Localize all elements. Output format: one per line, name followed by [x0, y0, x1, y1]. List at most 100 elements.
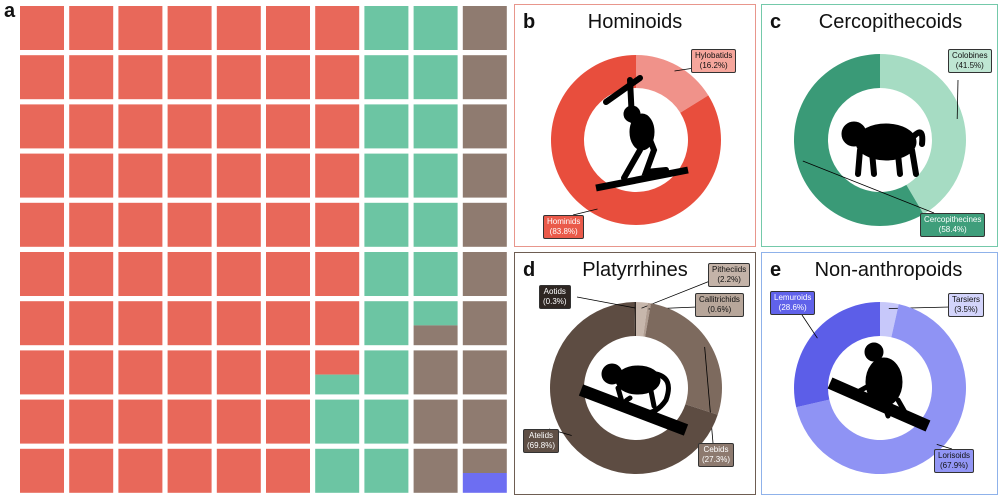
- donut-slice-aotids: [634, 302, 636, 337]
- panel-letter-d: d: [523, 259, 536, 281]
- panel-letter-c: c: [770, 11, 782, 33]
- slice-label-name: Tarsiers: [952, 295, 981, 304]
- waffle-cell: [118, 252, 163, 296]
- slice-label-name: Pitheciids: [712, 265, 747, 274]
- waffle-cell: [364, 153, 409, 198]
- waffle-cell: [69, 301, 114, 346]
- leader-line: [641, 280, 711, 309]
- waffle-cell: [69, 448, 114, 493]
- waffle-chart: [20, 6, 507, 493]
- slice-label-name: Aotids: [543, 287, 566, 296]
- donut-slice-colobines: [880, 54, 966, 215]
- slice-label-colobines: Colobines (41.5%): [948, 49, 992, 73]
- waffle-cell: [20, 301, 64, 346]
- donut-slice-lorisoids: [796, 304, 966, 474]
- waffle-cell: [364, 6, 409, 50]
- waffle-cell: [315, 153, 360, 198]
- panel-platyrrhines: d Platyrrhines Pitheciids (2.2%) Callitric…: [514, 252, 756, 495]
- slice-label-callitrichids: Callitrichids (0.6%): [695, 293, 744, 317]
- waffle-cell: [315, 55, 360, 100]
- panel-letter-a: a: [4, 0, 16, 22]
- waffle-cell: [462, 448, 507, 493]
- slice-label-name: Lemuroids: [774, 293, 812, 302]
- leader-line: [801, 314, 818, 339]
- waffle-cell: [20, 350, 64, 395]
- waffle-cell: [216, 301, 261, 346]
- waffle-cell: [69, 104, 114, 149]
- waffle-cell: [364, 252, 409, 296]
- leader-line: [576, 296, 636, 309]
- waffle-cell: [167, 6, 212, 50]
- slice-label-name: Hominids: [547, 217, 581, 226]
- waffle-cell: [315, 399, 360, 444]
- panel-non-anthropoids: e Non-anthropoids Tarsiers (3.5%) Lorisoid…: [761, 252, 998, 495]
- donut-slice-tarsiers: [880, 302, 899, 338]
- waffle-cell: [364, 448, 409, 493]
- slice-label-name: Atelids: [529, 431, 554, 440]
- waffle-cell: [118, 202, 163, 247]
- slice-label-value: (58.4%): [938, 225, 967, 234]
- waffle-cell: [462, 252, 507, 296]
- waffle-cell: [266, 55, 310, 100]
- waffle-cell: [315, 202, 360, 247]
- leader-line: [936, 444, 953, 450]
- slice-label-lorisoids: Lorisoids (67.9%): [934, 449, 975, 473]
- waffle-cell: [20, 252, 64, 296]
- slice-label-value: (0.6%): [707, 305, 732, 314]
- slice-label-value: (28.6%): [778, 303, 807, 312]
- slice-label-value: (69.8%): [527, 441, 556, 450]
- panel-title-cercopithecoids: Cercopithecoids: [818, 11, 963, 33]
- waffle-cell: [216, 350, 261, 395]
- slice-label-name: Callitrichids: [699, 295, 740, 304]
- donut-cercopithecoids: [794, 54, 966, 227]
- waffle-cell: [315, 448, 360, 493]
- waffle-cell: [167, 252, 212, 296]
- slice-label-value: (3.5%): [954, 305, 978, 314]
- waffle-cell: [118, 350, 163, 395]
- slice-label-cebids: Cebids (27.3%): [698, 443, 735, 467]
- waffle-cell: [118, 104, 163, 149]
- waffle-cell: [118, 6, 163, 50]
- waffle-cell: [413, 252, 458, 296]
- waffle-cell: [364, 104, 409, 149]
- panel-title-hominoids: Hominoids: [587, 11, 683, 33]
- slice-label-lemuroids: Lemuroids (28.6%): [770, 291, 816, 315]
- panel-cercopithecoids: c Cercopithecoids Colobines (41.5%) Cercop…: [761, 4, 998, 247]
- waffle-cell: [364, 301, 409, 346]
- donut-slice-pitheciids: [636, 302, 648, 337]
- waffle-cell: [462, 301, 507, 346]
- slice-label-name: Cercopithecines: [924, 215, 982, 224]
- donut-slice-hylobatids: [636, 55, 709, 113]
- waffle-cell: [167, 153, 212, 198]
- waffle-cell: [69, 399, 114, 444]
- slice-label-name: Hylobatids: [695, 51, 733, 60]
- waffle-cell: [413, 448, 458, 493]
- waffle-cell: [20, 55, 64, 100]
- leader-line: [956, 79, 959, 119]
- macaque-silhouette-icon: [841, 121, 926, 177]
- panel-title-non-anthropoids: Non-anthropoids: [814, 259, 963, 281]
- slice-label-hominids: Hominids (83.8%): [543, 215, 585, 239]
- slice-label-name: Colobines: [952, 51, 988, 60]
- waffle-cell: [69, 252, 114, 296]
- waffle-cell: [413, 301, 458, 346]
- waffle-cell: [167, 301, 212, 346]
- waffle-cell: [167, 202, 212, 247]
- waffle-cell: [462, 6, 507, 50]
- waffle-cell: [462, 153, 507, 198]
- slice-label-hylobatids: Hylobatids (16.2%): [691, 49, 737, 73]
- waffle-cell: [69, 202, 114, 247]
- panel-letter-e: e: [770, 259, 782, 281]
- waffle-cell: [118, 301, 163, 346]
- waffle-cell: [20, 153, 64, 198]
- waffle-cell: [315, 104, 360, 149]
- waffle-cell: [266, 399, 310, 444]
- waffle-cell: [167, 350, 212, 395]
- waffle-cell: [413, 202, 458, 247]
- waffle-cell: [266, 448, 310, 493]
- waffle-cell: [413, 399, 458, 444]
- waffle-cell: [69, 6, 114, 50]
- slice-label-name: Cebids: [703, 445, 729, 454]
- panel-title-platyrrhines: Platyrrhines: [582, 259, 688, 281]
- waffle-cell: [20, 6, 64, 50]
